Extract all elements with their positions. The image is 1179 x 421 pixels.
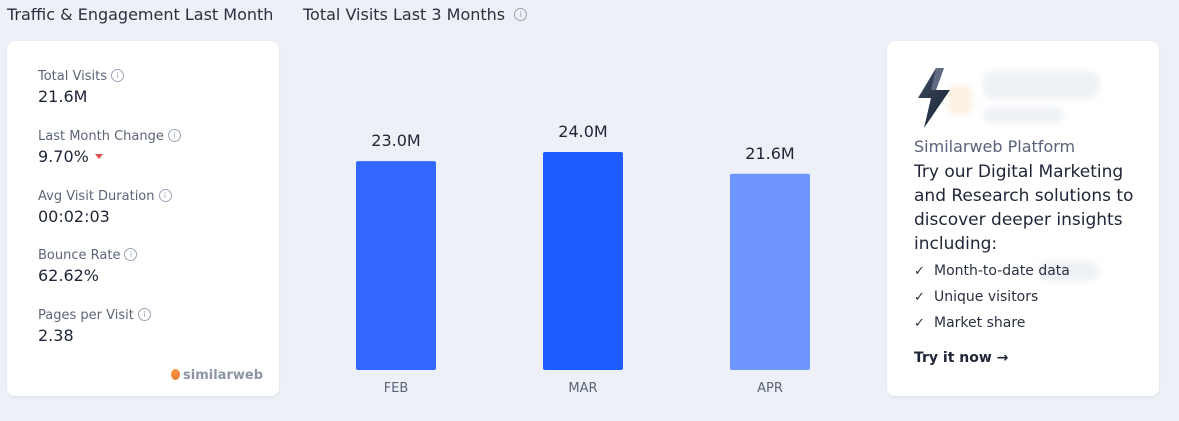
metric-label: Pages per Visit — [38, 308, 134, 323]
visits-title-text: Total Visits Last 3 Months — [303, 5, 506, 24]
promo-brand: Similarweb Platform — [914, 137, 1076, 156]
promo-description: Try our Digital Marketing and Research s… — [914, 162, 1134, 254]
info-icon[interactable]: i — [158, 189, 172, 202]
metrics-card: Total Visits i 21.6M Last Month Change i 9… — [7, 41, 279, 396]
metric-label: Total Visits — [38, 69, 107, 84]
promo-feature: ✓ Market share — [914, 315, 1025, 331]
metric-bounce-rate: Bounce Rate i 62.62% — [38, 248, 138, 285]
bar-value-label: 24.0M — [558, 122, 607, 141]
metric-value: 00:02:03 — [38, 207, 110, 226]
check-icon: ✓ — [914, 264, 925, 279]
promo-feature-label: Market share — [934, 315, 1026, 331]
category-label: MAR — [568, 381, 597, 396]
bar-mar[interactable] — [543, 152, 623, 370]
bar-value-label: 21.6M — [745, 144, 794, 163]
bar-apr[interactable] — [730, 173, 810, 370]
category-label: APR — [757, 381, 783, 396]
promo-feature: ✓ Unique visitors — [914, 289, 1038, 305]
promo-card: Similarweb Platform Try our Digital Mark… — [887, 41, 1159, 396]
check-icon: ✓ — [914, 290, 925, 305]
metric-label: Bounce Rate — [38, 248, 121, 263]
lightning-bolt-icon — [918, 68, 950, 128]
traffic-title-text: Traffic & Engagement Last Month — [7, 5, 274, 24]
metric-last-month-change: Last Month Change i 9.70% — [38, 129, 181, 166]
blurred-preview — [983, 71, 1099, 99]
info-icon[interactable]: i — [514, 8, 528, 21]
metric-label: Last Month Change — [38, 129, 164, 144]
info-icon[interactable]: i — [124, 248, 138, 261]
info-icon[interactable]: i — [137, 308, 151, 321]
metric-value: 9.70% — [38, 147, 89, 166]
metric-total-visits: Total Visits i 21.6M — [38, 69, 124, 106]
metric-label: Avg Visit Duration — [38, 189, 155, 204]
check-icon: ✓ — [914, 316, 925, 331]
down-arrow-icon — [94, 154, 103, 159]
logo-text: similarweb — [183, 368, 263, 383]
metric-pages-per-visit: Pages per Visit i 2.38 — [38, 308, 151, 345]
traffic-section-title: Traffic & Engagement Last Month — [7, 5, 273, 24]
promo-feature: ✓ Month-to-date data — [914, 263, 1070, 279]
promo-feature-label: Month-to-date data — [934, 263, 1070, 279]
blurred-preview — [1037, 261, 1099, 281]
try-it-now-link[interactable]: Try it now → — [914, 350, 1009, 366]
bar-feb[interactable] — [356, 161, 436, 370]
bar-value-label: 23.0M — [371, 131, 420, 150]
info-icon[interactable]: i — [167, 129, 181, 142]
category-label: FEB — [384, 381, 409, 396]
metric-value: 2.38 — [38, 326, 74, 345]
metric-value: 21.6M — [38, 87, 88, 106]
blurred-preview — [983, 107, 1063, 123]
visits-section-title: Total Visits Last 3 Months i — [303, 5, 528, 24]
similarweb-logo: similarweb — [171, 368, 263, 383]
info-icon[interactable]: i — [110, 69, 124, 82]
blurred-preview — [947, 85, 973, 115]
similarweb-logo-icon — [171, 369, 181, 380]
promo-feature-label: Unique visitors — [934, 289, 1039, 305]
metric-value: 62.62% — [38, 266, 100, 285]
metric-avg-visit-duration: Avg Visit Duration i 00:02:03 — [38, 189, 172, 226]
